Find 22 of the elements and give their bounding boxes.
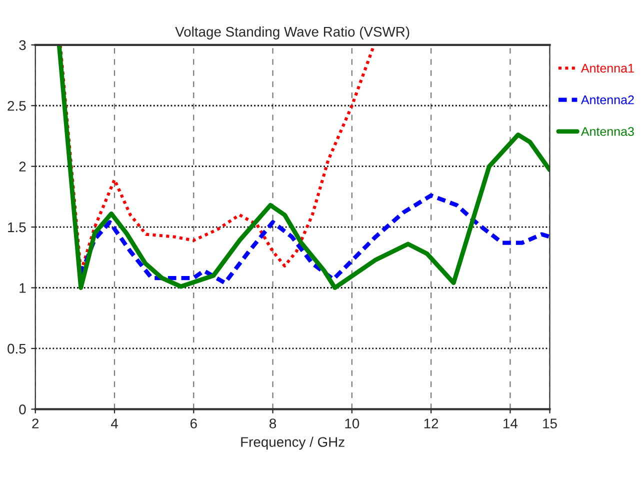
- legend-label: Antenna1: [580, 64, 634, 73]
- chart-title: Voltage Standing Wave Ratio (VSWR): [175, 26, 410, 40]
- x-tick-label: 8: [270, 418, 276, 428]
- x-tick-label: 4: [110, 418, 118, 428]
- x-tick-label: 6: [190, 418, 197, 428]
- y-tick-label: 0: [19, 404, 26, 414]
- line-series: [78, 193, 550, 285]
- y-tick-label: 1: [20, 283, 26, 293]
- line-series: [56, 44, 550, 290]
- x-axis-title: Frequency / GHz: [241, 436, 344, 450]
- x-tick-label: 14: [504, 418, 518, 428]
- x-tick-label: 12: [424, 418, 438, 428]
- x-tick-label: 10: [345, 418, 360, 428]
- legend-label: Antenna3: [580, 127, 634, 136]
- x-tick-label: 2: [32, 418, 39, 428]
- y-tick-label: 1.5: [8, 222, 26, 232]
- x-tick-label: 15: [543, 418, 557, 428]
- y-tick-label: 0.5: [8, 344, 26, 354]
- legend-label: Antenna2: [580, 95, 634, 104]
- y-tick-label: 2: [19, 162, 26, 172]
- y-tick-label: 3: [19, 40, 26, 50]
- y-tick-label: 2.5: [8, 100, 26, 111]
